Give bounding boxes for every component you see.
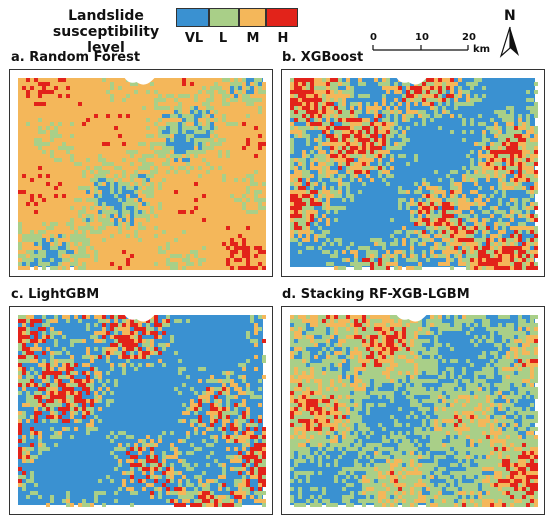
panel-title-c: c. LightGBM: [11, 287, 100, 302]
map-panel-lightgbm: [9, 306, 273, 515]
scale-tick-20: 20: [462, 32, 476, 43]
boundary-notch: [120, 307, 163, 322]
boundary-notch: [120, 70, 163, 85]
scale-tick-0: 0: [370, 32, 377, 43]
panel-title-b: b. XGBoost: [282, 50, 364, 65]
panel-title-d: d. Stacking RF-XGB-LGBM: [282, 287, 470, 302]
legend-label-h: H: [277, 31, 289, 46]
boundary-notch: [392, 70, 435, 85]
north-label: N: [504, 8, 516, 24]
scale-tick-10: 10: [415, 32, 429, 43]
susceptibility-map-random-forest: [18, 70, 266, 270]
legend-label-l: L: [218, 31, 228, 46]
susceptibility-map-stacking: [290, 307, 538, 507]
map-panel-random-forest: [9, 69, 273, 277]
legend-swatch-h: [266, 8, 298, 27]
legend-swatch-l: [209, 8, 239, 27]
map-panel-stacking: [281, 306, 545, 515]
north-arrow-icon: [499, 26, 519, 58]
map-raster: [290, 315, 538, 507]
map-raster: [18, 78, 266, 270]
boundary-notch: [392, 307, 435, 322]
map-panel-xgboost: [281, 69, 545, 277]
scale-bar: [372, 45, 469, 51]
legend-swatch-m: [239, 8, 266, 27]
legend-label-vl: VL: [184, 31, 204, 46]
panel-title-a: a. Random Forest: [11, 50, 141, 65]
legend-swatch-vl: [176, 8, 209, 27]
map-raster: [18, 315, 266, 507]
legend-label-m: M: [246, 31, 260, 46]
legend-title: Landslide susceptibility level: [52, 8, 160, 56]
susceptibility-map-xgboost: [290, 70, 538, 270]
susceptibility-map-lightgbm: [18, 307, 266, 507]
scale-unit: km: [473, 44, 491, 55]
